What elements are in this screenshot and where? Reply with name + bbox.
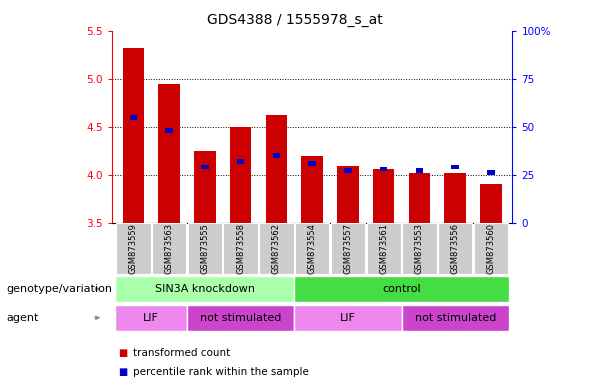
FancyBboxPatch shape xyxy=(295,223,329,274)
FancyBboxPatch shape xyxy=(331,223,365,274)
FancyBboxPatch shape xyxy=(188,223,222,274)
Bar xyxy=(380,167,388,171)
Text: LIF: LIF xyxy=(340,313,356,323)
Text: ■: ■ xyxy=(118,367,127,377)
FancyBboxPatch shape xyxy=(402,223,436,274)
FancyBboxPatch shape xyxy=(115,276,294,302)
Bar xyxy=(344,169,352,173)
FancyBboxPatch shape xyxy=(187,305,294,331)
Bar xyxy=(266,115,287,223)
FancyBboxPatch shape xyxy=(474,223,508,274)
Text: SIN3A knockdown: SIN3A knockdown xyxy=(155,284,255,294)
Bar xyxy=(309,161,316,166)
Text: GSM873555: GSM873555 xyxy=(200,223,209,274)
FancyBboxPatch shape xyxy=(366,223,401,274)
FancyBboxPatch shape xyxy=(438,223,472,274)
Bar xyxy=(416,169,423,173)
Text: GSM873556: GSM873556 xyxy=(451,223,459,274)
FancyBboxPatch shape xyxy=(223,223,258,274)
Bar xyxy=(194,151,216,223)
Text: control: control xyxy=(382,284,421,294)
Text: GSM873559: GSM873559 xyxy=(129,223,138,274)
Text: GSM873563: GSM873563 xyxy=(165,223,174,274)
Text: GSM873561: GSM873561 xyxy=(379,223,388,274)
FancyBboxPatch shape xyxy=(294,305,402,331)
Bar xyxy=(158,84,180,223)
Bar xyxy=(480,184,502,223)
Text: ■: ■ xyxy=(118,348,127,358)
Text: not stimulated: not stimulated xyxy=(200,313,282,323)
Text: GSM873553: GSM873553 xyxy=(415,223,424,274)
Text: GSM873562: GSM873562 xyxy=(272,223,281,274)
Text: GSM873557: GSM873557 xyxy=(343,223,352,274)
FancyBboxPatch shape xyxy=(152,223,186,274)
Text: not stimulated: not stimulated xyxy=(415,313,496,323)
Text: transformed count: transformed count xyxy=(133,348,230,358)
Text: GDS4388 / 1555978_s_at: GDS4388 / 1555978_s_at xyxy=(207,13,382,27)
Text: GSM873558: GSM873558 xyxy=(236,223,245,274)
FancyBboxPatch shape xyxy=(402,305,509,331)
Text: percentile rank within the sample: percentile rank within the sample xyxy=(133,367,309,377)
Bar xyxy=(445,173,466,223)
Text: genotype/variation: genotype/variation xyxy=(6,284,112,294)
Bar xyxy=(273,153,280,158)
Bar xyxy=(237,159,244,164)
Text: GSM873554: GSM873554 xyxy=(307,223,317,274)
Bar xyxy=(166,128,173,133)
Text: LIF: LIF xyxy=(143,313,159,323)
Bar xyxy=(409,173,430,223)
Bar xyxy=(487,170,495,175)
Bar xyxy=(373,169,395,223)
Bar xyxy=(302,156,323,223)
Text: agent: agent xyxy=(6,313,38,323)
Bar xyxy=(201,165,209,169)
Text: GSM873560: GSM873560 xyxy=(487,223,495,274)
Bar xyxy=(130,115,137,119)
FancyBboxPatch shape xyxy=(259,223,293,274)
FancyBboxPatch shape xyxy=(116,223,151,274)
Bar xyxy=(451,165,459,169)
FancyBboxPatch shape xyxy=(294,276,509,302)
FancyBboxPatch shape xyxy=(115,305,187,331)
Bar xyxy=(123,48,144,223)
Bar xyxy=(337,166,359,223)
Bar xyxy=(230,127,252,223)
